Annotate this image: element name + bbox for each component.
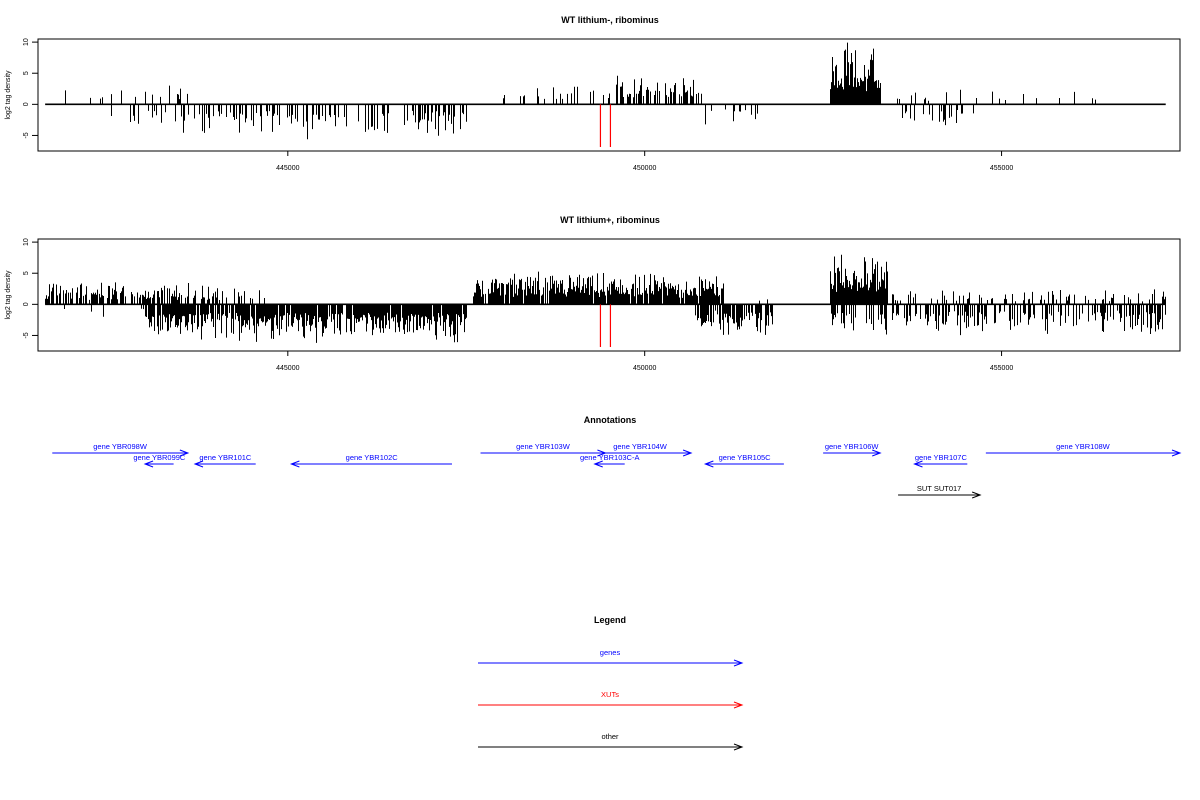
x-tick-label: 450000 xyxy=(633,165,656,172)
x-tick-label: 445000 xyxy=(276,165,299,172)
arrow-head xyxy=(733,743,744,751)
x-tick-label: 445000 xyxy=(276,365,299,372)
y-axis: 10 5 0 -5 xyxy=(23,238,38,339)
arrow-head xyxy=(733,701,744,709)
xut-markers xyxy=(599,104,612,147)
feature-label: gene YBR105C xyxy=(719,453,772,462)
feature-arrow: gene YBR107C xyxy=(913,453,968,468)
feature-arrow: gene YBR106W xyxy=(823,442,882,457)
arrow-head xyxy=(289,460,300,468)
track-panel-wt-lithium-minus: WT lithium-, ribominus log2 tag density … xyxy=(5,15,1181,172)
arrow-head xyxy=(971,491,982,499)
feature-arrow: gene YBR102C xyxy=(289,453,452,468)
y-tick-label: 5 xyxy=(23,271,30,275)
y-tick-label: 0 xyxy=(23,102,30,106)
feature-label: gene YBR108W xyxy=(1056,442,1111,451)
feature-label: gene YBR101C xyxy=(199,453,252,462)
y-tick-label: 10 xyxy=(23,238,30,246)
feature-label: gene YBR098W xyxy=(93,442,148,451)
legend-title: Legend xyxy=(594,615,626,625)
legend-label: genes xyxy=(600,648,621,657)
plot-frame xyxy=(37,238,1181,352)
x-axis: 445000 450000 455000 xyxy=(276,151,1013,172)
annotations-title: Annotations xyxy=(584,415,637,425)
arrow-head xyxy=(913,460,923,468)
feature-arrow: gene YBR103C-A xyxy=(580,453,639,468)
x-axis: 445000 450000 455000 xyxy=(276,351,1013,372)
panel-title: WT lithium-, ribominus xyxy=(561,15,659,25)
legend-item: other xyxy=(478,732,744,751)
arrow-head xyxy=(193,460,204,468)
arrow-head xyxy=(872,449,882,457)
x-tick-label: 450000 xyxy=(633,365,656,372)
y-tick-label: -5 xyxy=(23,332,30,338)
y-tick-label: 10 xyxy=(23,38,30,46)
arrow-head xyxy=(593,460,603,468)
legend-item: XUTs xyxy=(478,690,744,709)
feature-label: gene YBR103C-A xyxy=(580,453,639,462)
y-axis-label: log2 tag density xyxy=(5,270,12,320)
feature-label: gene YBR103W xyxy=(516,442,571,451)
legend-label: other xyxy=(601,732,619,741)
feature-arrow: gene YBR098W xyxy=(52,442,190,457)
arrow-head xyxy=(179,449,190,457)
feature-arrow: SUT SUT017 xyxy=(898,484,982,499)
xut-markers xyxy=(599,304,612,347)
y-tick-label: 0 xyxy=(23,302,30,306)
feature-label: gene YBR102C xyxy=(346,453,399,462)
plot-frame xyxy=(37,38,1181,152)
track-panel-wt-lithium-plus: WT lithium+, ribominus log2 tag density … xyxy=(5,215,1181,372)
y-axis-label: log2 tag density xyxy=(5,70,12,120)
feature-label: gene YBR106W xyxy=(825,442,880,451)
y-tick-label: 5 xyxy=(23,71,30,75)
arrow-head xyxy=(143,460,154,468)
signal-bars xyxy=(45,42,1166,140)
feature-arrow: gene YBR104W xyxy=(589,442,693,457)
feature-arrow: gene YBR099C xyxy=(133,453,186,468)
arrow-head xyxy=(682,449,693,457)
arrow-head xyxy=(733,659,744,667)
y-axis: 10 5 0 -5 xyxy=(23,38,38,139)
feature-label: gene YBR104W xyxy=(613,442,668,451)
legend: Legend genes XUTs other xyxy=(478,615,744,751)
feature-arrow: gene YBR101C xyxy=(193,453,256,468)
feature-arrow: gene YBR105C xyxy=(703,453,784,468)
feature-label: gene YBR107C xyxy=(915,453,968,462)
feature-arrow: gene YBR108W xyxy=(985,442,1182,457)
arrow-head xyxy=(1171,449,1182,457)
x-tick-label: 455000 xyxy=(990,165,1013,172)
legend-label: XUTs xyxy=(601,690,619,699)
panel-title: WT lithium+, ribominus xyxy=(560,215,660,225)
legend-items: genes XUTs other xyxy=(478,648,744,751)
y-tick-label: -5 xyxy=(23,132,30,138)
feature-label: SUT SUT017 xyxy=(917,484,961,493)
signal-bars xyxy=(45,254,1166,343)
legend-item: genes xyxy=(478,648,744,667)
feature-arrows: gene YBR098W gene YBR099C gene YBR101C gene… xyxy=(52,442,1182,499)
x-tick-label: 455000 xyxy=(990,365,1013,372)
arrow-head xyxy=(703,460,714,468)
feature-label: gene YBR099C xyxy=(133,453,186,462)
